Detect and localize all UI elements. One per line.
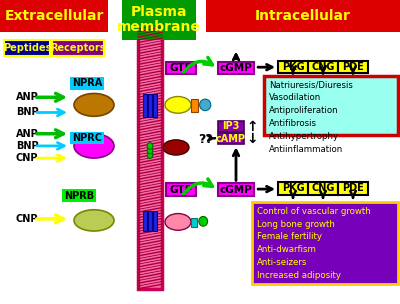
- Text: PDE: PDE: [342, 184, 364, 193]
- Ellipse shape: [74, 134, 114, 158]
- Ellipse shape: [165, 97, 191, 113]
- Text: IP3: IP3: [222, 122, 240, 131]
- FancyBboxPatch shape: [166, 183, 196, 196]
- FancyBboxPatch shape: [62, 189, 96, 202]
- Text: CNG: CNG: [311, 62, 335, 72]
- FancyBboxPatch shape: [308, 182, 338, 195]
- FancyBboxPatch shape: [143, 211, 147, 231]
- Text: Natriuresis/Diuresis
Vasodilation
Antiproliferation
Antifibrosis
Antihypertrophy: Natriuresis/Diuresis Vasodilation Antipr…: [269, 81, 353, 154]
- Text: BNP: BNP: [16, 141, 39, 151]
- FancyBboxPatch shape: [218, 62, 254, 74]
- FancyBboxPatch shape: [52, 40, 104, 56]
- Ellipse shape: [163, 140, 189, 155]
- Text: cAMP: cAMP: [216, 134, 246, 143]
- Text: ANP: ANP: [16, 129, 39, 139]
- Text: ANP: ANP: [16, 92, 39, 102]
- FancyBboxPatch shape: [278, 182, 308, 195]
- FancyBboxPatch shape: [218, 121, 244, 132]
- FancyBboxPatch shape: [138, 27, 162, 289]
- FancyBboxPatch shape: [70, 132, 104, 144]
- Text: Control of vascular growth
Long bone growth
Female fertility
Anti-dwarfism
Anti-: Control of vascular growth Long bone gro…: [257, 207, 370, 280]
- FancyBboxPatch shape: [252, 202, 398, 284]
- Ellipse shape: [74, 94, 114, 116]
- FancyBboxPatch shape: [191, 218, 197, 227]
- FancyBboxPatch shape: [70, 77, 104, 90]
- FancyBboxPatch shape: [338, 182, 368, 195]
- Ellipse shape: [74, 210, 114, 231]
- FancyBboxPatch shape: [278, 61, 308, 73]
- FancyBboxPatch shape: [338, 61, 368, 73]
- Text: NPRA: NPRA: [72, 78, 102, 88]
- Text: ??: ??: [198, 133, 213, 146]
- FancyBboxPatch shape: [218, 133, 244, 144]
- FancyBboxPatch shape: [148, 211, 152, 231]
- Text: Peptides: Peptides: [3, 43, 51, 53]
- FancyBboxPatch shape: [264, 76, 398, 135]
- Text: CNG: CNG: [311, 184, 335, 193]
- Ellipse shape: [147, 143, 153, 149]
- FancyBboxPatch shape: [4, 40, 50, 56]
- Text: CNP: CNP: [16, 214, 38, 224]
- Text: NPRB: NPRB: [64, 191, 94, 201]
- Text: cGMP: cGMP: [220, 63, 252, 73]
- Text: GTP: GTP: [169, 63, 193, 73]
- FancyBboxPatch shape: [0, 0, 108, 32]
- FancyBboxPatch shape: [166, 62, 196, 74]
- Ellipse shape: [147, 152, 153, 158]
- Text: GTP: GTP: [169, 185, 193, 195]
- FancyBboxPatch shape: [143, 94, 147, 117]
- FancyBboxPatch shape: [218, 183, 254, 196]
- FancyBboxPatch shape: [122, 0, 196, 40]
- Text: ↑: ↑: [247, 120, 258, 134]
- Text: cGMP: cGMP: [220, 185, 252, 195]
- Ellipse shape: [165, 213, 191, 230]
- FancyBboxPatch shape: [153, 94, 157, 117]
- Text: ↓: ↓: [247, 132, 258, 146]
- Text: Extracellular: Extracellular: [4, 9, 104, 23]
- Text: PDE: PDE: [342, 62, 364, 72]
- FancyBboxPatch shape: [153, 211, 157, 231]
- Text: CNP: CNP: [16, 153, 38, 163]
- FancyBboxPatch shape: [148, 94, 152, 117]
- Text: Plasma
membrane: Plasma membrane: [117, 5, 201, 34]
- Text: Intracellular: Intracellular: [255, 9, 351, 23]
- Ellipse shape: [199, 216, 208, 226]
- Text: Receptors: Receptors: [50, 43, 106, 53]
- Text: PKG: PKG: [282, 184, 304, 193]
- FancyBboxPatch shape: [308, 61, 338, 73]
- Text: PKG: PKG: [282, 62, 304, 72]
- Text: NPRC: NPRC: [72, 133, 102, 143]
- Ellipse shape: [200, 99, 211, 111]
- Ellipse shape: [147, 147, 153, 154]
- FancyBboxPatch shape: [191, 99, 198, 112]
- Text: BNP: BNP: [16, 108, 39, 117]
- FancyBboxPatch shape: [206, 0, 400, 32]
